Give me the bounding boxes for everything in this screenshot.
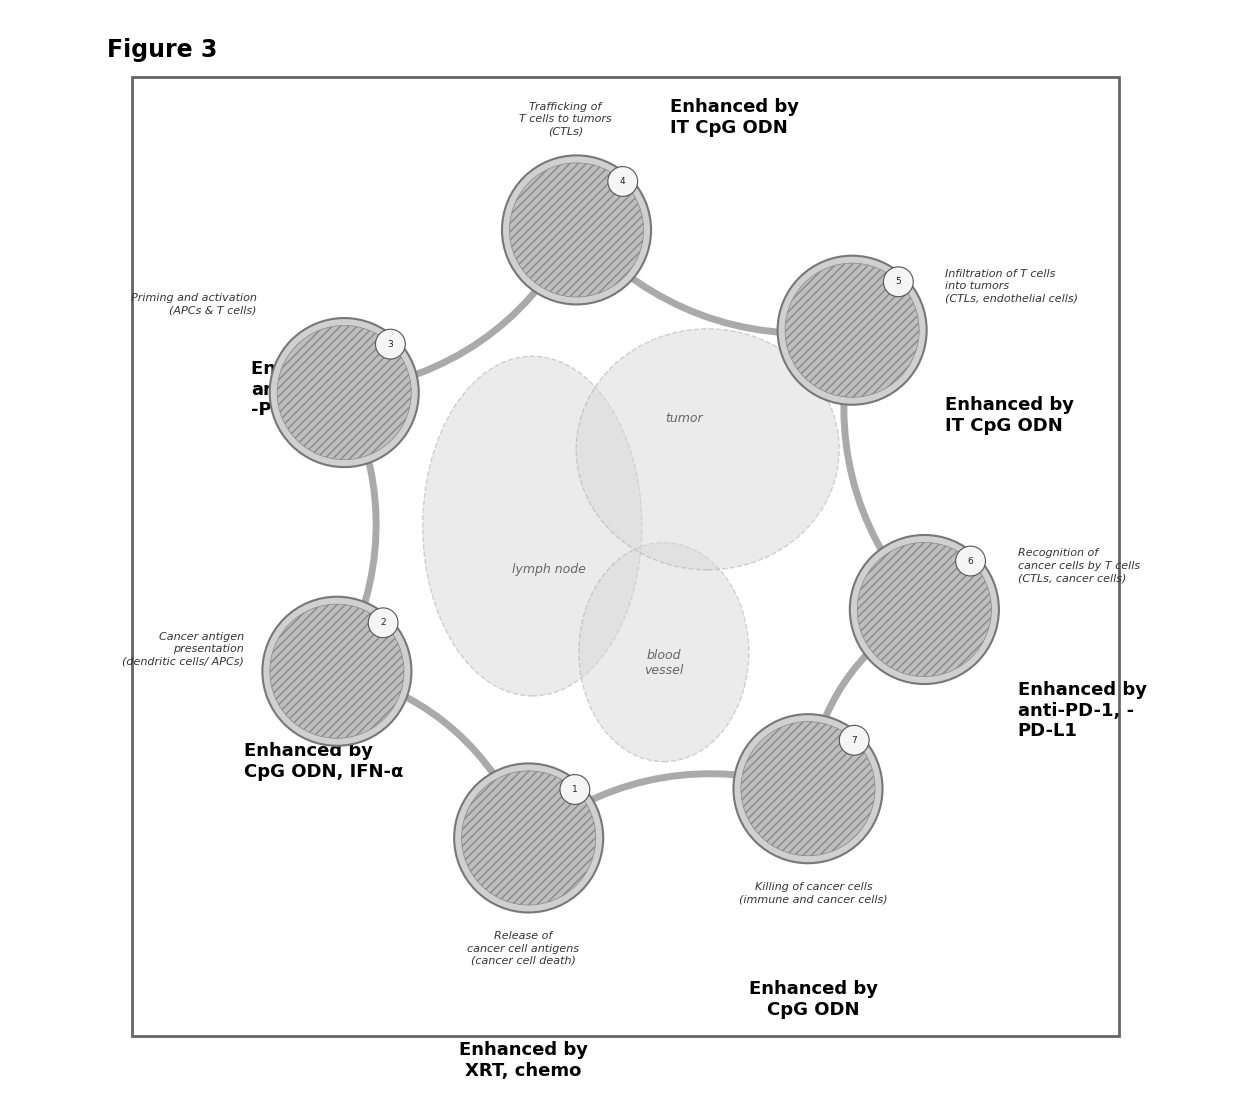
Text: Figure 3: Figure 3	[107, 38, 217, 62]
FancyBboxPatch shape	[133, 77, 1118, 1036]
Circle shape	[376, 329, 405, 359]
Text: Enhanced by
IT CpG ODN: Enhanced by IT CpG ODN	[670, 98, 799, 137]
Circle shape	[839, 726, 869, 755]
Circle shape	[510, 163, 644, 297]
Text: Killing of cancer cells
(immune and cancer cells): Killing of cancer cells (immune and canc…	[739, 882, 888, 904]
Circle shape	[270, 604, 404, 739]
Text: 7: 7	[852, 735, 857, 745]
Text: Enhanced by
anti-CTLA-4;
-PD-1, -PD-L1: Enhanced by anti-CTLA-4; -PD-1, -PD-L1	[250, 359, 388, 420]
Text: Enhanced by
CpG ODN: Enhanced by CpG ODN	[749, 981, 878, 1019]
Circle shape	[742, 721, 875, 856]
Circle shape	[733, 715, 883, 864]
Text: tumor: tumor	[665, 412, 702, 425]
Circle shape	[461, 770, 595, 905]
Text: Recognition of
cancer cells by T cells
(CTLs, cancer cells): Recognition of cancer cells by T cells (…	[1018, 548, 1140, 583]
Circle shape	[502, 156, 651, 305]
FancyArrowPatch shape	[578, 232, 843, 333]
Circle shape	[883, 266, 913, 297]
Circle shape	[777, 255, 926, 404]
Text: Release of
cancer cell antigens
(cancer cell death): Release of cancer cell antigens (cancer …	[467, 932, 579, 966]
Text: Enhanced by
IT CpG ODN: Enhanced by IT CpG ODN	[945, 396, 1074, 435]
FancyArrowPatch shape	[347, 238, 573, 392]
Circle shape	[560, 775, 590, 804]
Circle shape	[785, 263, 919, 397]
Ellipse shape	[579, 543, 749, 762]
Text: 6: 6	[967, 557, 973, 566]
Circle shape	[849, 535, 999, 684]
FancyArrowPatch shape	[339, 400, 376, 669]
FancyArrowPatch shape	[808, 610, 923, 780]
Text: 5: 5	[895, 277, 901, 286]
Circle shape	[368, 608, 398, 638]
Circle shape	[454, 764, 603, 913]
Text: Trafficking of
T cells to tumors
(CTLs): Trafficking of T cells to tumors (CTLs)	[520, 102, 613, 137]
Text: blood
vessel: blood vessel	[644, 649, 683, 677]
Circle shape	[269, 318, 419, 467]
Text: 3: 3	[388, 340, 393, 349]
Circle shape	[857, 543, 992, 676]
Circle shape	[263, 596, 412, 745]
FancyArrowPatch shape	[843, 333, 919, 603]
Text: Cancer antigen
presentation
(dendritic cells/ APCs): Cancer antigen presentation (dendritic c…	[122, 632, 244, 666]
Text: lymph node: lymph node	[512, 563, 585, 576]
Circle shape	[277, 326, 412, 459]
Circle shape	[608, 167, 637, 196]
Text: Enhanced by
CpG ODN, IFN-α: Enhanced by CpG ODN, IFN-α	[244, 742, 403, 781]
Text: 2: 2	[381, 618, 386, 627]
Ellipse shape	[423, 356, 642, 696]
Text: Enhanced by
anti-PD-1, -
PD-L1: Enhanced by anti-PD-1, - PD-L1	[1018, 681, 1147, 740]
Text: 4: 4	[620, 176, 625, 186]
Circle shape	[956, 546, 986, 576]
Text: Infiltration of T cells
into tumors
(CTLs, endothelial cells): Infiltration of T cells into tumors (CTL…	[945, 269, 1079, 304]
Text: Enhanced by
XRT, chemo: Enhanced by XRT, chemo	[459, 1041, 588, 1080]
Text: 1: 1	[572, 785, 578, 794]
FancyArrowPatch shape	[345, 673, 527, 835]
Text: Priming and activation
(APCs & T cells): Priming and activation (APCs & T cells)	[130, 294, 257, 316]
FancyArrowPatch shape	[536, 774, 805, 833]
Ellipse shape	[577, 329, 839, 570]
